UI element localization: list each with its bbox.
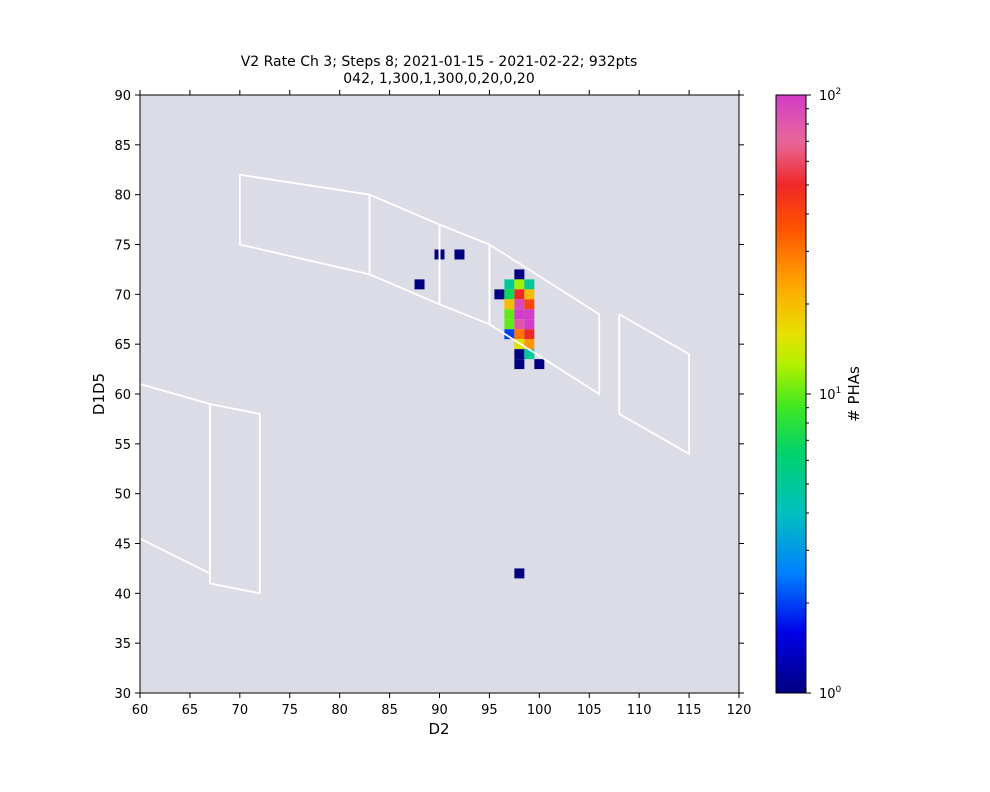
x-tick-label: 100 <box>527 703 552 718</box>
y-tick-label: 40 <box>114 587 131 602</box>
x-tick-label: 95 <box>481 703 498 718</box>
heatmap-cells <box>414 249 545 579</box>
heatmap-cell <box>514 359 525 370</box>
y-tick-label: 75 <box>114 239 131 254</box>
y-axis-ticks: 30 35 40 45 50 55 60 65 70 75 80 85 90 <box>114 89 744 702</box>
y-tick-label: 30 <box>114 687 131 702</box>
heatmap-cell <box>524 309 535 320</box>
heatmap-cell <box>524 289 535 300</box>
x-tick-label: 60 <box>132 703 149 718</box>
heatmap-cell <box>494 289 505 300</box>
region-polygon <box>208 403 261 595</box>
y-tick-label: 65 <box>114 338 131 353</box>
y-tick-label: 90 <box>114 89 131 104</box>
heatmap-cell <box>524 299 535 310</box>
x-tick-label: 110 <box>627 703 652 718</box>
x-tick-label: 65 <box>182 703 199 718</box>
heatmap-cell <box>504 329 515 340</box>
x-axis-ticks: 60 65 70 75 80 85 90 95 100 105 110 115 120 <box>132 90 752 718</box>
heatmap-cell <box>514 319 525 330</box>
heatmap-cell <box>524 339 535 350</box>
heatmap-cell <box>514 269 525 280</box>
y-tick-label: 60 <box>114 388 131 403</box>
heatmap-cell <box>524 329 535 340</box>
heatmap-cell <box>504 319 515 330</box>
heatmap-cell <box>514 289 525 300</box>
heatmap-cell <box>454 249 465 260</box>
heatmap-cell <box>434 249 440 260</box>
heatmap-cell <box>439 249 445 260</box>
chart-title-line1: V2 Rate Ch 3; Steps 8; 2021-01-15 - 2021… <box>241 54 638 70</box>
heatmap-cell <box>504 299 515 310</box>
x-tick-label: 70 <box>232 703 249 718</box>
x-tick-label: 85 <box>381 703 398 718</box>
colorbar-label: # PHAs <box>845 366 863 422</box>
heatmap-cell <box>514 568 525 579</box>
heatmap-cell <box>524 349 535 360</box>
x-tick-label: 75 <box>281 703 298 718</box>
heatmap-cell <box>504 309 515 320</box>
heatmap-cell <box>514 329 525 340</box>
region-polygon <box>488 243 601 396</box>
heatmap-cell <box>514 299 525 310</box>
heatmap-cell <box>524 279 535 290</box>
plot-area <box>140 95 739 693</box>
heatmap-cell <box>534 359 545 370</box>
y-tick-label: 55 <box>114 438 131 453</box>
heatmap-cell <box>504 279 515 290</box>
chart-title-line2: 042, 1,300,1,300,0,20,0,20 <box>343 71 534 87</box>
y-tick-label: 85 <box>114 139 131 154</box>
region-polygon <box>618 313 690 456</box>
x-axis-label: D2 <box>428 720 449 738</box>
y-tick-label: 80 <box>114 189 131 204</box>
y-axis-label: D1D5 <box>90 373 108 415</box>
colorbar-tick-label: 100 <box>819 685 842 702</box>
heatmap-cell <box>514 309 525 320</box>
x-tick-label: 115 <box>677 703 702 718</box>
x-tick-label: 120 <box>727 703 752 718</box>
colorbar <box>775 94 807 694</box>
x-tick-label: 105 <box>577 703 602 718</box>
heatmap-cell <box>514 279 525 290</box>
colorbar-tick-label: 101 <box>819 386 841 403</box>
y-tick-label: 50 <box>114 488 131 503</box>
y-tick-label: 70 <box>114 288 131 303</box>
heatmap-cell <box>514 349 525 360</box>
colorbar-ticks: 100 101 102 <box>806 87 842 702</box>
colorbar-tick-label: 102 <box>819 87 841 104</box>
y-tick-label: 45 <box>114 538 131 553</box>
y-tick-label: 35 <box>114 637 131 652</box>
x-tick-label: 80 <box>331 703 348 718</box>
x-tick-label: 90 <box>431 703 448 718</box>
heatmap-cell <box>524 319 535 330</box>
heatmap-cell <box>414 279 425 290</box>
heatmap-cell <box>504 289 515 300</box>
region-polygons <box>139 173 690 595</box>
